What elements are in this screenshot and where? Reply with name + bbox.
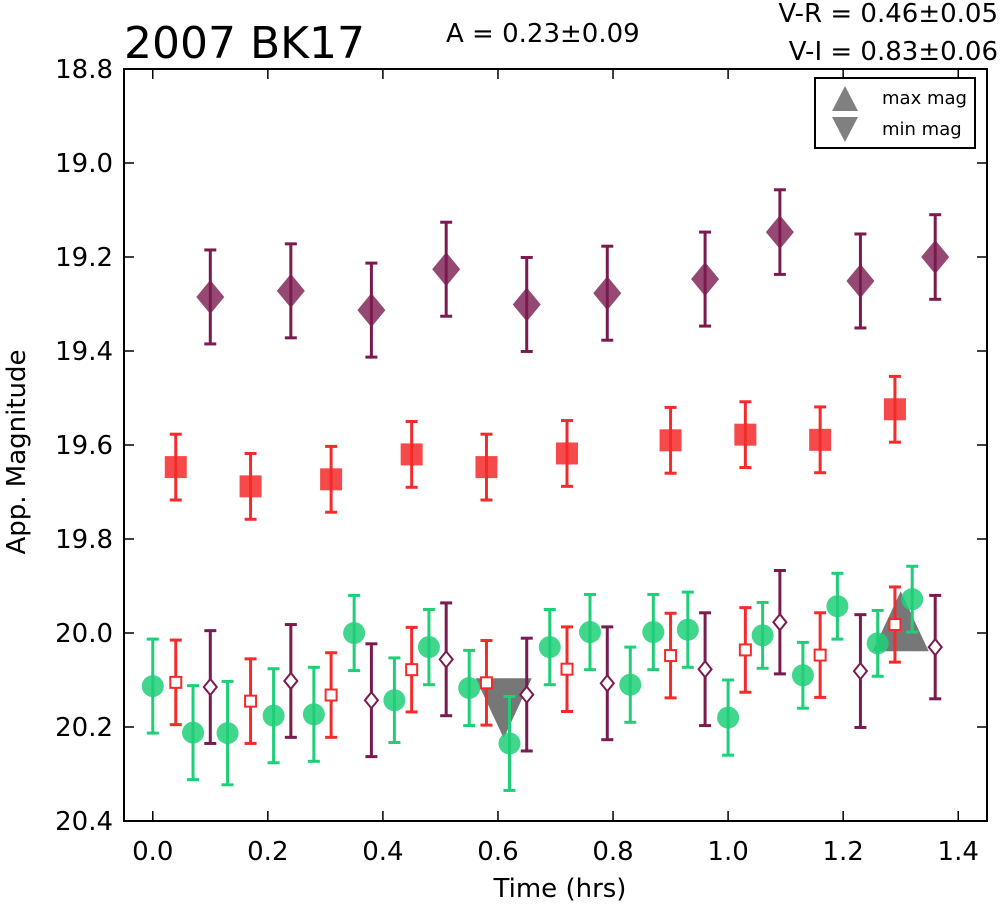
data-point-circle xyxy=(538,636,561,659)
y-tick-label: 20.2 xyxy=(55,713,113,743)
y-tick-label: 20.4 xyxy=(55,807,113,837)
data-point-diamond-open xyxy=(599,673,616,693)
y-tick-label: 20.0 xyxy=(55,619,113,649)
data-point-circle xyxy=(901,588,924,611)
x-axis-label: Time (hrs) xyxy=(493,874,627,904)
x-tick-label: 1.4 xyxy=(938,837,979,867)
x-tick-label: 0.4 xyxy=(362,837,403,867)
data-point-square xyxy=(320,468,343,491)
data-point-circle xyxy=(866,632,889,655)
data-point-diamond xyxy=(196,279,225,314)
data-point-circle xyxy=(826,595,849,618)
y-tick-label: 19.4 xyxy=(55,337,113,367)
y-tick-label: 19.2 xyxy=(55,243,113,273)
legend-box xyxy=(814,77,976,149)
data-point-diamond xyxy=(846,263,875,298)
data-point-diamond-open xyxy=(438,649,454,669)
legend-label-min-mag: min mag xyxy=(882,119,962,140)
data-point-circle xyxy=(751,624,774,647)
plot-frame xyxy=(123,68,988,822)
y-tick-label: 19.0 xyxy=(55,149,113,179)
data-point-square-open xyxy=(169,675,183,689)
data-point-circle xyxy=(417,636,440,659)
data-point-diamond xyxy=(765,215,794,250)
data-point-diamond-open xyxy=(518,684,535,705)
data-point-circle xyxy=(717,706,740,729)
data-point-circle xyxy=(182,721,205,744)
data-point-square xyxy=(734,423,757,446)
chart-title: 2007 BK17 xyxy=(124,18,365,69)
data-point-diamond xyxy=(512,287,541,322)
data-point-diamond xyxy=(691,262,720,297)
data-point-circle xyxy=(619,673,642,696)
amplitude-annotation: A = 0.23±0.09 xyxy=(446,19,640,49)
data-point-circle xyxy=(642,621,665,644)
data-point-diamond-open xyxy=(202,677,219,697)
data-point-diamond xyxy=(593,276,622,311)
x-tick-label: 1.0 xyxy=(707,837,748,867)
x-tick-label: 0.8 xyxy=(592,837,633,867)
data-point-square xyxy=(659,429,682,452)
data-point-square-open xyxy=(244,694,258,708)
data-point-diamond xyxy=(357,293,386,328)
data-point-circle xyxy=(216,722,239,745)
data-point-square-open xyxy=(813,648,827,662)
max-mag-legend-marker xyxy=(832,86,858,111)
min-mag-legend-marker xyxy=(832,117,858,142)
data-marks xyxy=(141,188,950,792)
data-point-square xyxy=(475,456,498,479)
data-point-circle xyxy=(579,621,602,644)
data-point-circle xyxy=(262,704,285,727)
y-tick-label: 19.8 xyxy=(55,525,113,555)
data-point-square-open xyxy=(738,643,752,657)
x-tick-label: 0.2 xyxy=(247,837,288,867)
data-point-circle xyxy=(498,732,521,755)
data-point-circle xyxy=(141,675,164,698)
color-vr-annotation: V-R = 0.46±0.05 xyxy=(778,0,998,29)
axis-ticks: 0.0 0.2 0.4 0.6 0.8 1.0 1.2 1.4 18.8 19.0 19.2 19.4… xyxy=(55,55,987,867)
data-point-circle xyxy=(791,664,814,687)
x-tick-label: 0.0 xyxy=(132,837,173,867)
data-point-square xyxy=(556,442,579,465)
x-tick-label: 0.6 xyxy=(477,837,518,867)
data-point-square-open xyxy=(324,688,338,702)
data-point-square-open xyxy=(560,662,574,676)
color-vi-annotation: V-I = 0.83±0.06 xyxy=(789,37,998,67)
legend: max mag min mag xyxy=(814,77,976,149)
data-point-diamond xyxy=(921,240,950,274)
y-tick-label: 19.6 xyxy=(55,431,113,461)
data-point-diamond xyxy=(432,252,461,287)
data-point-diamond-open xyxy=(363,690,380,710)
data-point-diamond-open xyxy=(772,612,788,632)
data-point-circle xyxy=(383,689,406,712)
data-point-square-open xyxy=(405,663,419,677)
x-tick-label: 1.2 xyxy=(822,837,863,867)
data-point-square xyxy=(883,398,906,421)
data-point-square-open xyxy=(479,676,493,690)
data-point-square xyxy=(164,456,187,479)
y-tick-label: 18.8 xyxy=(55,55,113,85)
data-point-square xyxy=(809,428,832,451)
data-point-circle xyxy=(458,676,481,699)
data-point-diamond-open xyxy=(927,637,944,657)
legend-label-max-mag: max mag xyxy=(882,88,967,109)
data-point-circle xyxy=(302,703,325,726)
data-point-square xyxy=(400,443,423,466)
data-point-circle xyxy=(676,618,699,641)
data-point-diamond xyxy=(276,273,305,308)
data-point-square xyxy=(239,475,262,498)
data-point-square-open xyxy=(664,649,678,663)
min-mag-marker xyxy=(475,678,532,739)
data-point-diamond-open xyxy=(852,661,869,681)
y-axis-label: App. Magnitude xyxy=(2,349,32,554)
data-point-diamond-open xyxy=(283,671,299,691)
data-point-circle xyxy=(343,622,366,644)
data-point-square-open xyxy=(888,618,902,632)
data-point-diamond-open xyxy=(697,659,713,679)
